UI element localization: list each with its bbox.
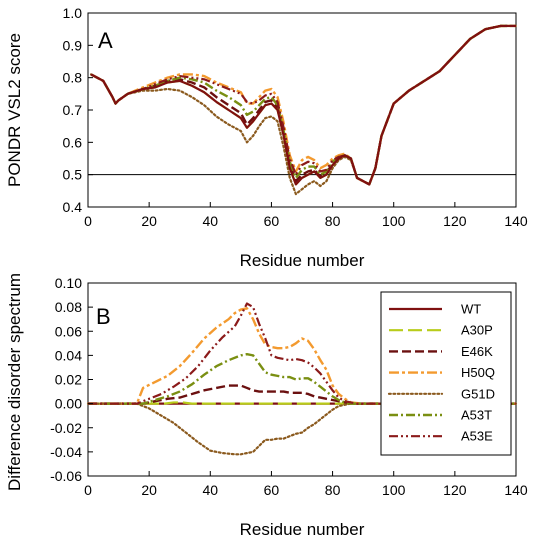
legend-label-wt: WT xyxy=(461,302,481,317)
panel-b-x-tick-label: 40 xyxy=(202,482,218,498)
panel-b-series xyxy=(86,302,518,456)
panel-a-y-tick-label: 0.9 xyxy=(63,37,83,53)
panel-b: 0 20 40 60 80 100 120 140 -0.06 -0.04 -0.02 0.00 0.… xyxy=(5,273,528,539)
panel-a-x-tick-label: 120 xyxy=(443,213,467,229)
panel-a: 0 20 40 60 80 100 120 140 0.4 0.5 0.6 0.7 0.8 0.9 1.0… xyxy=(5,5,528,270)
panel-b-x-axis-title: Residue number xyxy=(240,520,365,539)
panel-a-series-wt xyxy=(90,24,516,186)
panel-a-y-axis-title: PONDR VSL2 score xyxy=(5,33,24,187)
panel-b-series-a53e xyxy=(88,302,516,405)
panel-b-y-tick-label: -0.02 xyxy=(50,420,82,436)
panel-a-series-h50q xyxy=(90,24,516,186)
panel-a-x-tick-label: 100 xyxy=(382,213,406,229)
panel-a-y-tick-label: 0.8 xyxy=(63,70,83,86)
panel-b-x-tick-label: 120 xyxy=(443,482,467,498)
panel-b-series-a53t xyxy=(88,352,516,405)
panel-a-series-a53t xyxy=(90,24,516,186)
panel-b-label: B xyxy=(96,304,111,329)
panel-b-y-tick-label: 0.10 xyxy=(55,275,82,291)
panel-a-y-tick-label: 0.6 xyxy=(63,134,83,150)
legend-label-a53e: A53E xyxy=(461,429,493,444)
panel-a-y-tick-label: 0.5 xyxy=(63,167,83,183)
panel-b-series-g51d xyxy=(86,402,518,456)
panel-a-y-ticks: 0.4 0.5 0.6 0.7 0.8 0.9 1.0 xyxy=(63,5,93,215)
panel-b-series-a30p xyxy=(88,401,516,405)
panel-b-y-axis-title: Difference disorder spectrum xyxy=(5,273,24,491)
legend: WT A30P E46K H50Q G51D A53T A53E xyxy=(380,291,512,456)
panel-a-y-tick-label: 0.4 xyxy=(63,199,83,215)
legend-label-g51d: G51D xyxy=(461,386,495,401)
panel-a-x-axis-title: Residue number xyxy=(240,251,365,270)
legend-label-a53t: A53T xyxy=(461,408,492,423)
panel-a-x-tick-label: 20 xyxy=(141,213,157,229)
panel-a-x-tick-label: 80 xyxy=(325,213,341,229)
panel-a-label: A xyxy=(98,28,113,53)
panel-a-x-tick-label: 60 xyxy=(264,213,280,229)
panel-a-x-tick-label: 40 xyxy=(202,213,218,229)
panel-b-x-ticks: 0 20 40 60 80 100 120 140 xyxy=(84,471,528,498)
panel-a-x-tick-label: 0 xyxy=(84,213,92,229)
panel-a-series-g51d xyxy=(89,24,518,196)
legend-label-h50q: H50Q xyxy=(461,365,495,380)
panel-b-y-tick-label: 0.08 xyxy=(55,299,82,315)
panel-b-y-ticks: -0.06 -0.04 -0.02 0.00 0.02 0.04 0.06 0.08 0.10 xyxy=(50,275,93,484)
panel-b-x-tick-label: 80 xyxy=(325,482,341,498)
panel-b-series-e46k xyxy=(88,384,516,405)
panel-b-y-tick-label: 0.04 xyxy=(55,347,82,363)
legend-label-e46k: E46K xyxy=(461,344,493,359)
panel-b-y-tick-label: -0.04 xyxy=(50,444,82,460)
panel-a-y-tick-label: 1.0 xyxy=(63,5,83,21)
panel-a-x-ticks: 0 20 40 60 80 100 120 140 xyxy=(84,202,528,229)
legend-label-a30p: A30P xyxy=(461,323,493,338)
panel-a-x-tick-label: 140 xyxy=(504,213,528,229)
panel-a-y-tick-label: 0.7 xyxy=(63,102,83,118)
panel-b-x-tick-label: 0 xyxy=(84,482,92,498)
panel-b-x-tick-label: 20 xyxy=(141,482,157,498)
panel-b-y-tick-label: 0.02 xyxy=(55,372,82,388)
panel-a-series-a53e xyxy=(90,24,516,186)
panel-b-x-tick-label: 140 xyxy=(504,482,528,498)
panel-b-x-tick-label: 100 xyxy=(382,482,406,498)
panel-a-series xyxy=(89,24,518,196)
panel-b-y-tick-label: -0.06 xyxy=(50,468,82,484)
panel-b-x-tick-label: 60 xyxy=(264,482,280,498)
panel-b-y-tick-label: 0.06 xyxy=(55,323,82,339)
panel-b-y-tick-label: 0.00 xyxy=(55,396,82,412)
